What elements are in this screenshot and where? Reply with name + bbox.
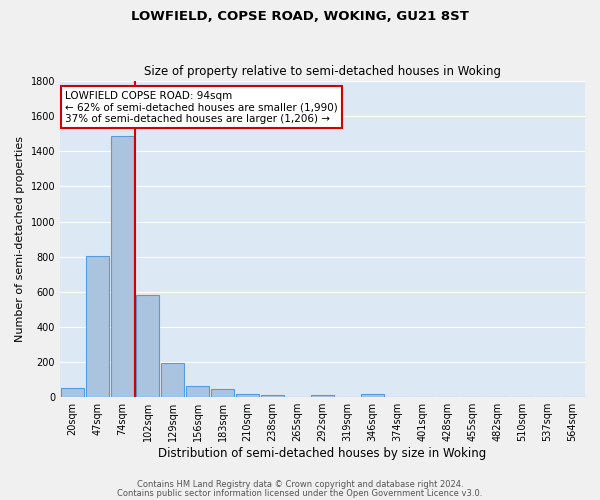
Bar [361, 394, 385, 397]
Bar [136, 296, 160, 397]
Bar [236, 394, 259, 397]
Bar [61, 388, 85, 397]
Bar [86, 256, 109, 397]
Bar [185, 386, 209, 397]
Bar [211, 390, 235, 397]
Text: Contains public sector information licensed under the Open Government Licence v3: Contains public sector information licen… [118, 489, 482, 498]
Bar [260, 394, 284, 397]
Bar [311, 394, 334, 397]
Bar [161, 363, 184, 397]
Text: LOWFIELD COPSE ROAD: 94sqm
← 62% of semi-detached houses are smaller (1,990)
37%: LOWFIELD COPSE ROAD: 94sqm ← 62% of semi… [65, 90, 338, 124]
X-axis label: Distribution of semi-detached houses by size in Woking: Distribution of semi-detached houses by … [158, 447, 487, 460]
Text: LOWFIELD, COPSE ROAD, WOKING, GU21 8ST: LOWFIELD, COPSE ROAD, WOKING, GU21 8ST [131, 10, 469, 23]
Bar [110, 136, 134, 397]
Text: Contains HM Land Registry data © Crown copyright and database right 2024.: Contains HM Land Registry data © Crown c… [137, 480, 463, 489]
Y-axis label: Number of semi-detached properties: Number of semi-detached properties [15, 136, 25, 342]
Title: Size of property relative to semi-detached houses in Woking: Size of property relative to semi-detach… [144, 66, 501, 78]
